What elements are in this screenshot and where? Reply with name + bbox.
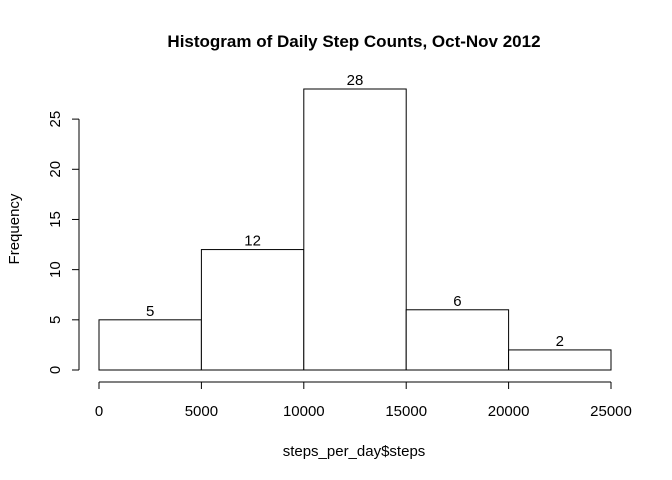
x-tick-label: 25000 [590,403,632,420]
chart-title: Histogram of Daily Step Counts, Oct-Nov … [167,32,540,51]
bar-2 [200,249,305,371]
bar-5 [508,349,612,371]
bar-label-2: 12 [244,233,261,250]
x-tick-label: 0 [95,403,103,420]
bar-label-5: 2 [556,333,564,350]
bar-label-4: 6 [453,293,461,310]
y-axis-label: Frequency [6,193,23,264]
y-tick-label: 15 [47,211,64,228]
bars-layer [98,88,612,371]
y-tick-label: 5 [47,316,64,324]
y-tick-label: 25 [47,111,64,128]
y-tick-label: 0 [47,366,64,374]
x-axis-ticks: 0 5000 10000 15000 20000 25000 [95,382,632,420]
x-axis-label: steps_per_day$steps [283,443,426,460]
bar-3 [303,88,407,371]
bar-label-1: 5 [146,303,154,320]
bar-label-3: 28 [347,72,364,89]
bar-labels-layer: 5 12 28 6 2 [146,72,564,350]
x-tick-label: 15000 [385,403,427,420]
y-tick-label: 20 [47,161,64,178]
y-axis-ticks: 0 5 10 15 20 25 [47,111,79,374]
y-tick-label: 10 [47,261,64,278]
bar-1 [98,319,202,371]
x-tick-label: 10000 [283,403,325,420]
x-tick-label: 20000 [488,403,530,420]
bar-4 [405,309,510,371]
x-tick-label: 5000 [185,403,218,420]
